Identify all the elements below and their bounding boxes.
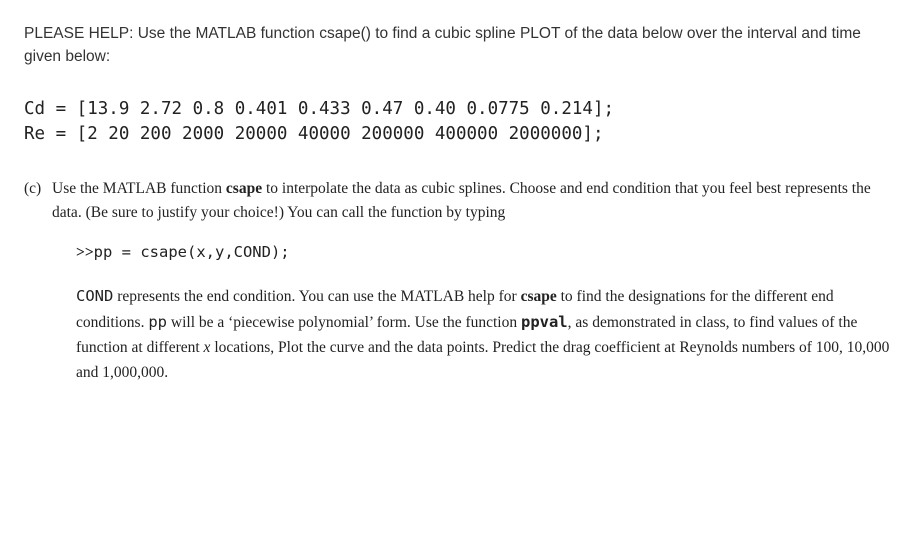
para-t1: represents the end condition. You can us… bbox=[113, 288, 520, 305]
cond-kw: COND bbox=[76, 287, 113, 305]
explanation-paragraph: COND represents the end condition. You c… bbox=[24, 284, 892, 385]
data-code-block: Cd = [13.9 2.72 0.8 0.401 0.433 0.47 0.4… bbox=[24, 97, 892, 148]
prompt: >> bbox=[76, 244, 94, 261]
fn-csape: csape bbox=[226, 180, 262, 197]
part-text-1: Use the MATLAB function bbox=[52, 180, 226, 197]
question-header: PLEASE HELP: Use the MATLAB function csa… bbox=[24, 22, 892, 69]
command-line: >>pp = csape(x,y,COND); bbox=[24, 243, 892, 262]
part-body: Use the MATLAB function csape to interpo… bbox=[52, 177, 892, 225]
fn-csape-2: csape bbox=[521, 288, 557, 305]
para-t3: will be a ‘piecewise polynomial’ form. U… bbox=[167, 314, 521, 331]
fn-ppval: ppval bbox=[521, 313, 568, 331]
part-label: (c) bbox=[24, 177, 52, 225]
part-c: (c) Use the MATLAB function csape to int… bbox=[24, 177, 892, 225]
command-text: pp = csape(x,y,COND); bbox=[94, 243, 290, 261]
code-line-cd: Cd = [13.9 2.72 0.8 0.401 0.433 0.47 0.4… bbox=[24, 99, 614, 119]
pp-kw: pp bbox=[148, 313, 167, 331]
code-line-re: Re = [2 20 200 2000 20000 40000 200000 4… bbox=[24, 124, 603, 144]
